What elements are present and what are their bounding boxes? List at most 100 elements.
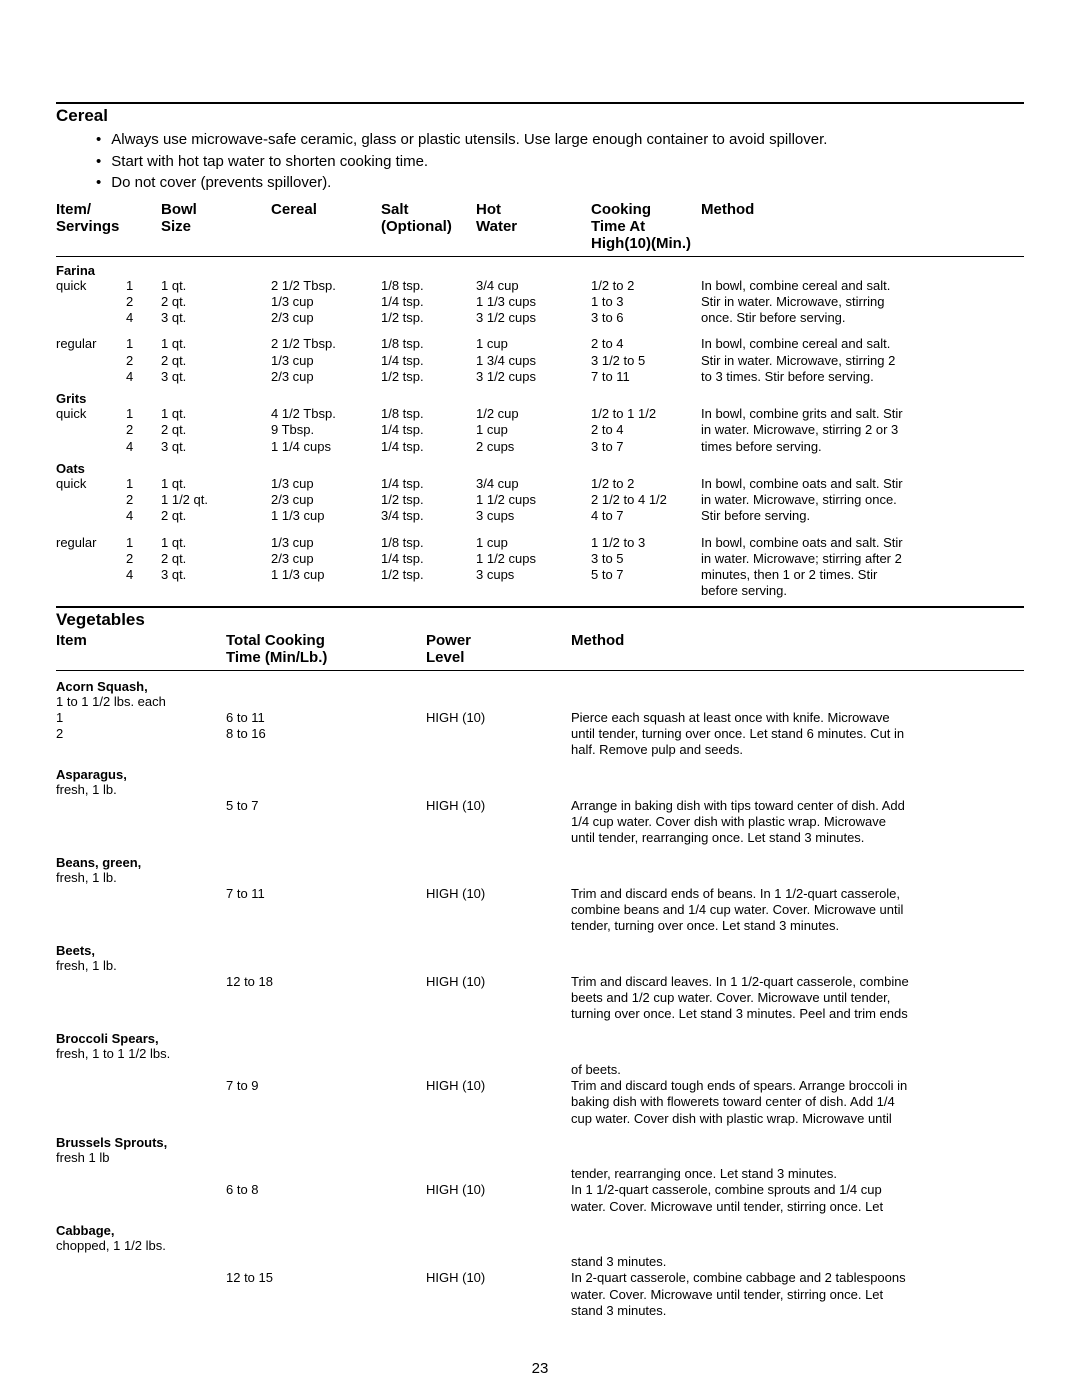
veg-cell-time: 7 to 9 [226, 1078, 426, 1094]
veg-title: Vegetables [56, 610, 1024, 630]
cereal-cell-method: to 3 times. Stir before serving. [701, 369, 1024, 385]
veg-cell-time: 7 to 11 [226, 886, 426, 902]
cereal-cell-type [56, 369, 126, 385]
veg-cell-item [56, 830, 226, 846]
veg-cell-item [56, 814, 226, 830]
cereal-cell-hot: 3 cups [476, 567, 591, 583]
cereal-cell-method: In bowl, combine cereal and salt. [701, 278, 1024, 294]
cereal-cell-cereal [271, 583, 381, 599]
veg-cell-item: 2 [56, 726, 226, 742]
cereal-cell-type: quick [56, 278, 126, 294]
cereal-group: Oats [56, 455, 1024, 476]
veg-cell-method: turning over once. Let stand 3 minutes. … [571, 1006, 1024, 1022]
cereal-cell-salt: 1/8 tsp. [381, 535, 476, 551]
cereal-cell-salt: 1/4 tsp. [381, 422, 476, 438]
cereal-cell-type [56, 294, 126, 310]
cereal-cell-time: 3 to 5 [591, 551, 701, 567]
cereal-cell-type [56, 551, 126, 567]
cereal-table: Item/Servings BowlSize Cereal Salt(Optio… [56, 201, 1024, 600]
veg-item-note: fresh 1 lb [56, 1150, 226, 1166]
veg-cell-method: Trim and discard tough ends of spears. A… [571, 1078, 1024, 1094]
cereal-cell-cereal: 1 1/3 cup [271, 567, 381, 583]
veg-cell-method: Arrange in baking dish with tips toward … [571, 798, 1024, 814]
cereal-cell-servings: 4 [126, 439, 161, 455]
cereal-cell-bowl: 3 qt. [161, 310, 271, 326]
cereal-cell-hot: 1/2 cup [476, 406, 591, 422]
veg-cell-power [426, 1303, 571, 1319]
veg-cell-power [426, 918, 571, 934]
tip-item: Always use microwave-safe ceramic, glass… [96, 130, 1024, 150]
veg-cell-power [426, 1094, 571, 1110]
cereal-cell-hot: 1 1/2 cups [476, 551, 591, 567]
veg-cell-item [56, 1287, 226, 1303]
veg-cell-time [226, 814, 426, 830]
veg-cell-power [426, 1062, 571, 1078]
cereal-cell-type: quick [56, 476, 126, 492]
page: Cereal Always use microwave-safe ceramic… [0, 0, 1080, 1397]
cereal-cell-hot: 3/4 cup [476, 278, 591, 294]
veg-cell-item [56, 1094, 226, 1110]
veg-cell-power [426, 902, 571, 918]
veg-cell-time: 8 to 16 [226, 726, 426, 742]
cereal-cell-bowl: 3 qt. [161, 369, 271, 385]
cereal-cell-type [56, 583, 126, 599]
cereal-cell-servings: 1 [126, 406, 161, 422]
veg-cell-item [56, 1199, 226, 1215]
cereal-cell-cereal: 2/3 cup [271, 551, 381, 567]
cereal-cell-hot: 1 1/3 cups [476, 294, 591, 310]
veg-cell-time [226, 1094, 426, 1110]
cereal-cell-bowl: 1 qt. [161, 535, 271, 551]
veg-cell-method: half. Remove pulp and seeds. [571, 742, 1024, 758]
cereal-cell-cereal: 1 1/3 cup [271, 508, 381, 524]
hdr-cereal: Cereal [271, 201, 381, 256]
cereal-cell-time: 1 1/2 to 3 [591, 535, 701, 551]
hdr-salt: Salt(Optional) [381, 201, 476, 256]
cereal-cell-hot: 3 1/2 cups [476, 369, 591, 385]
hdr-bowl: BowlSize [161, 201, 271, 256]
veg-cell-time [226, 742, 426, 758]
veg-cell-item [56, 918, 226, 934]
cereal-cell-time: 1/2 to 1 1/2 [591, 406, 701, 422]
cereal-cell-salt: 1/2 tsp. [381, 567, 476, 583]
cereal-cell-bowl: 1 qt. [161, 476, 271, 492]
veg-hdr-power: PowerLevel [426, 632, 571, 670]
cereal-cell-salt: 1/8 tsp. [381, 278, 476, 294]
cereal-cell-bowl: 1 qt. [161, 278, 271, 294]
cereal-cell-time: 2 to 4 [591, 336, 701, 352]
veg-item-note: fresh, 1 lb. [56, 870, 226, 886]
veg-cell-method: cup water. Cover dish with plastic wrap.… [571, 1111, 1024, 1127]
cereal-cell-salt: 1/2 tsp. [381, 492, 476, 508]
veg-cell-power: HIGH (10) [426, 886, 571, 902]
hdr-method: Method [701, 201, 1024, 256]
cereal-cell-salt: 1/4 tsp. [381, 439, 476, 455]
veg-cell-time [226, 1006, 426, 1022]
cereal-cell-bowl [161, 583, 271, 599]
cereal-cell-time: 3 to 6 [591, 310, 701, 326]
cereal-cell-cereal: 1/3 cup [271, 294, 381, 310]
cereal-cell-salt [381, 583, 476, 599]
cereal-cell-time: 1/2 to 2 [591, 476, 701, 492]
veg-item-name: Beets, [56, 935, 1024, 958]
cereal-cell-hot: 1 cup [476, 422, 591, 438]
cereal-cell-hot: 3 1/2 cups [476, 310, 591, 326]
veg-cell-time [226, 1303, 426, 1319]
veg-item-note: fresh, 1 lb. [56, 958, 226, 974]
veg-cell-method: until tender, rearranging once. Let stan… [571, 830, 1024, 846]
cereal-cell-type [56, 439, 126, 455]
cereal-cell-cereal: 2/3 cup [271, 492, 381, 508]
cereal-cell-type [56, 567, 126, 583]
cereal-cell-type: quick [56, 406, 126, 422]
cereal-cell-method: In bowl, combine cereal and salt. [701, 336, 1024, 352]
veg-cell-time: 12 to 18 [226, 974, 426, 990]
veg-item-name: Asparagus, [56, 759, 1024, 782]
cereal-cell-cereal: 2 1/2 Tbsp. [271, 336, 381, 352]
cereal-cell-bowl: 1 1/2 qt. [161, 492, 271, 508]
veg-cell-method: tender, turning over once. Let stand 3 m… [571, 918, 1024, 934]
veg-hdr-item: Item [56, 632, 226, 670]
veg-cell-time [226, 1199, 426, 1215]
veg-cell-power: HIGH (10) [426, 974, 571, 990]
cereal-cell-hot: 3/4 cup [476, 476, 591, 492]
cereal-cell-servings: 4 [126, 369, 161, 385]
cereal-cell-method: minutes, then 1 or 2 times. Stir [701, 567, 1024, 583]
cereal-tips: Always use microwave-safe ceramic, glass… [56, 130, 1024, 193]
